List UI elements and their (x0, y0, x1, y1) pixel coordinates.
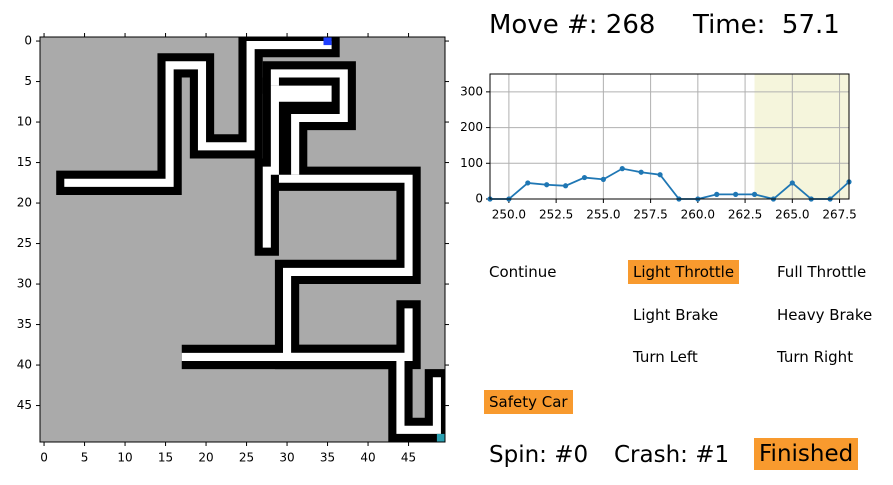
track (64, 41, 332, 187)
y-tick-label: 100 (460, 156, 483, 170)
y-tick-label: 5 (24, 74, 32, 88)
data-point (581, 174, 588, 181)
data-point (789, 180, 795, 186)
x-tick-label: 252.5 (539, 208, 573, 222)
status-state: Finished (754, 438, 859, 470)
status-crash: Crash: #1 (614, 442, 730, 468)
x-tick-label: 35 (320, 451, 335, 465)
y-tick-label: 20 (17, 196, 32, 210)
x-tick-label: 267.5 (822, 208, 856, 222)
x-tick-label: 5 (81, 451, 89, 465)
data-point (638, 169, 644, 175)
control-button[interactable]: Light Throttle (628, 260, 740, 284)
x-tick-label: 45 (401, 451, 416, 465)
data-point (525, 180, 531, 186)
data-point (714, 191, 720, 197)
track (262, 85, 332, 248)
x-tick-label: 265.0 (775, 208, 809, 222)
move-counter: Move #: 268 (489, 10, 656, 40)
y-tick-label: 0 (475, 192, 483, 206)
control-button[interactable]: Turn Right (777, 348, 854, 366)
control-button[interactable]: Safety Car (484, 390, 573, 414)
data-point (619, 166, 625, 172)
car-player (323, 37, 332, 46)
status-spin: Spin: #0 (489, 442, 589, 468)
x-tick-label: 25 (239, 451, 254, 465)
data-point (562, 183, 569, 189)
track (270, 69, 348, 175)
board-overlay-right (445, 37, 475, 442)
x-tick-label: 250.0 (492, 208, 526, 222)
control-button[interactable]: Full Throttle (777, 263, 867, 281)
x-tick-label: 260.0 (681, 208, 715, 222)
y-tick-label: 30 (17, 277, 32, 291)
data-point (733, 191, 739, 197)
x-tick-label: 262.5 (728, 208, 762, 222)
shaded-region (754, 74, 849, 199)
x-tick-label: 15 (158, 451, 173, 465)
y-tick-label: 35 (17, 317, 32, 331)
x-tick-label: 10 (117, 451, 132, 465)
data-point (544, 182, 550, 188)
car-end (436, 433, 445, 442)
board-overlay-top (40, 7, 445, 37)
x-tick-label: 40 (360, 451, 375, 465)
board-overlay-left (0, 37, 40, 442)
chart-frame (489, 73, 850, 200)
y-tick-label: 25 (17, 236, 32, 250)
x-tick-label: 20 (198, 451, 213, 465)
data-point (751, 191, 758, 197)
y-tick-label: 10 (17, 115, 32, 129)
x-tick-label: 257.5 (633, 208, 667, 222)
board-overlay-bottom (40, 442, 465, 462)
x-tick-label: 30 (279, 451, 294, 465)
series-line (490, 167, 850, 200)
y-tick-label: 40 (17, 358, 32, 372)
control-button[interactable]: Light Brake (633, 306, 719, 324)
y-tick-label: 200 (460, 120, 483, 134)
track (282, 352, 441, 434)
control-button[interactable]: Heavy Brake (777, 306, 873, 324)
x-tick-label: 255.0 (586, 208, 620, 222)
data-point (657, 172, 663, 178)
control-button[interactable]: Continue (489, 263, 557, 281)
control-button[interactable]: Turn Left (633, 348, 698, 366)
y-tick-label: 300 (460, 84, 483, 98)
x-tick-label: 0 (40, 451, 48, 465)
data-point (600, 176, 606, 182)
y-tick-label: 45 (17, 398, 32, 412)
y-tick-label: 15 (17, 155, 32, 169)
board-frame (39, 36, 446, 443)
y-tick-label: 0 (24, 34, 32, 48)
time: Time: 57.1 (693, 10, 840, 40)
